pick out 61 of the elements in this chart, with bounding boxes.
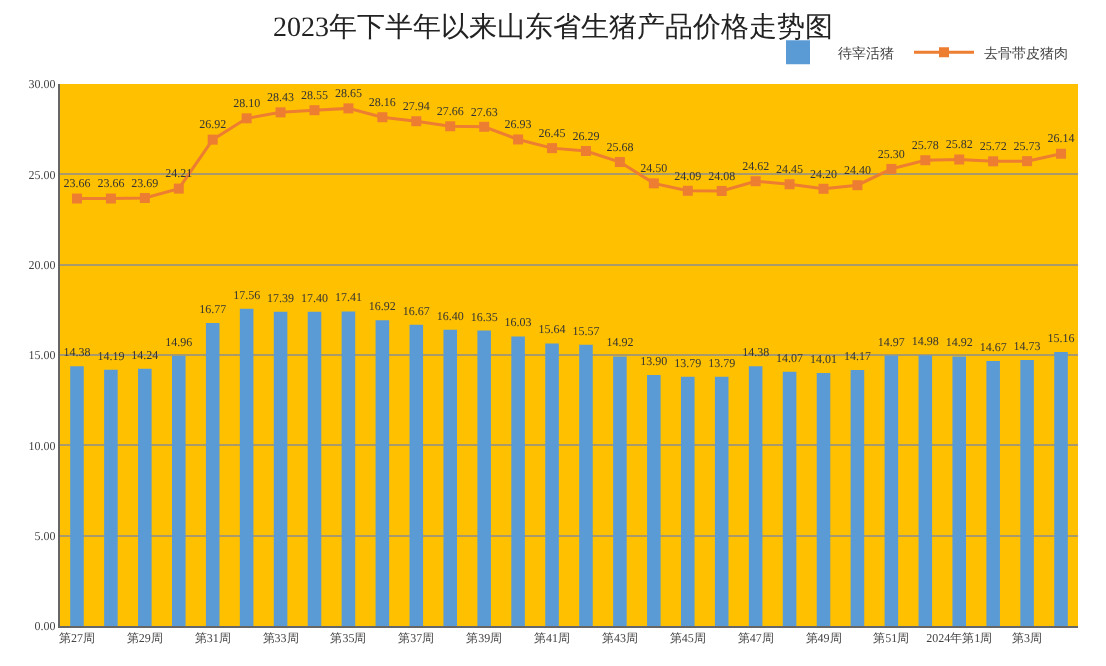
bar [952,356,967,626]
bar [307,311,322,626]
bar [239,308,254,626]
bar [680,376,695,626]
bar [816,372,831,626]
point [784,179,795,190]
bar [341,311,356,626]
bar [70,366,84,626]
bar [273,311,288,626]
bar [850,370,865,626]
point [513,134,524,145]
bar [375,320,390,626]
point [614,157,625,168]
point [445,121,456,132]
point [411,116,422,127]
point [71,193,82,204]
point [547,143,558,154]
point [580,146,591,157]
bar [613,356,627,626]
chart-title: 2023年下半年以来山东省生猪产品价格走势图 [273,12,833,45]
point [1022,156,1033,167]
point [173,183,184,194]
bar [714,376,729,626]
point [920,155,931,166]
bar [171,355,186,626]
bar [477,330,491,626]
bar [579,344,593,626]
bar [1054,352,1068,626]
point [988,156,999,167]
bar [511,336,525,626]
bar [205,323,220,626]
point [852,180,863,191]
point [343,103,354,114]
bar [1020,359,1034,626]
point [275,107,286,118]
point [886,163,897,174]
point [818,183,829,194]
point [716,185,727,196]
bar [782,371,797,626]
bar [138,368,152,626]
point [377,112,388,123]
bar [104,369,118,626]
point [1056,148,1067,159]
bar [545,343,559,626]
bar [409,324,424,626]
bar [918,355,933,626]
point [479,121,490,132]
bar [986,360,1000,626]
point [207,134,218,145]
point [648,178,659,189]
point [682,185,693,196]
bar [748,366,763,626]
point [750,176,761,187]
bar [647,374,661,626]
bar [884,355,899,626]
point [139,193,150,203]
bar [443,329,458,626]
point [309,105,320,116]
point [105,193,116,204]
point [954,154,965,165]
point [241,113,252,124]
